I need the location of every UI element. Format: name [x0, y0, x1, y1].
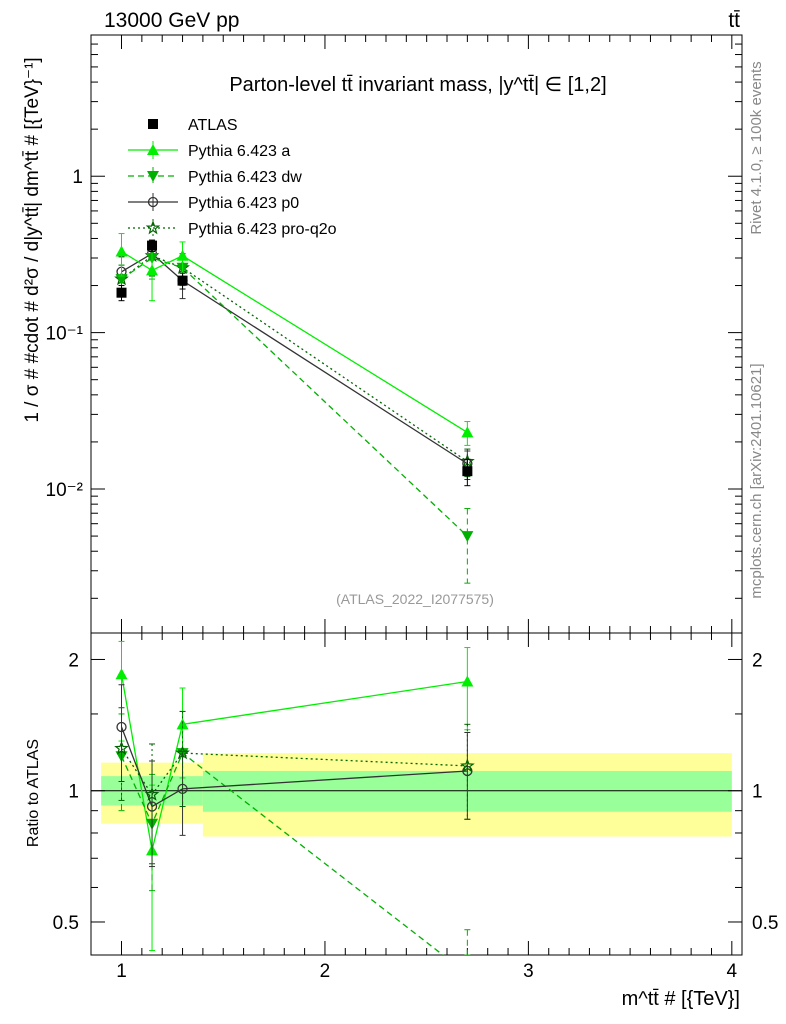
ratio-y-tick-label: 2 [68, 650, 79, 671]
x-tick-label: 3 [523, 961, 534, 982]
energy-label: 13000 GeV pp [104, 9, 239, 32]
legend-marker [147, 144, 159, 155]
ratio-y-tick-label: 1 [68, 782, 79, 803]
rivet-label: Rivet 4.1.0, ≥ 100k events [748, 61, 765, 234]
series-line-pythia-6-423-a [121, 250, 468, 433]
data-point [115, 245, 128, 257]
legend-marker [147, 171, 159, 182]
x-tick-label: 4 [727, 961, 738, 982]
ratio-bands [91, 753, 742, 837]
legend-label: Pythia 6.423 dw [188, 169, 302, 186]
legend-marker [147, 196, 159, 208]
legend-marker [148, 119, 158, 129]
legend-label: ATLAS [188, 117, 238, 134]
ratio-y-tick-label: 0.5 [53, 913, 79, 934]
ratio-series [114, 640, 475, 980]
legend-marker [145, 220, 161, 235]
analysis-watermark: (ATLAS_2022_I2077575) [336, 591, 494, 607]
data-point [461, 675, 474, 687]
legend: ATLAS Pythia 6.423 a Pythia 6.423 dw Pythia… [128, 117, 337, 238]
x-axis-label: m^tt̄ # [{TeV}] [622, 988, 740, 1010]
data-point [176, 249, 189, 261]
data-point [147, 240, 158, 251]
y-tick-label: 10⁻¹ [46, 324, 84, 345]
series-line-pythia-6-423-p0 [121, 252, 468, 465]
upper-series [114, 233, 475, 584]
ratio-y-tick-label-right: 1 [752, 782, 763, 803]
data-point [177, 275, 188, 286]
data-point [116, 287, 127, 298]
ratio-frame [90, 632, 743, 956]
data-point [175, 745, 190, 760]
axis-ticks: 10⁻² 10⁻¹ 1 0.5 0.5 1 1 2 2 1 2 3 4 [46, 34, 778, 982]
ratio-y-tick-label-right: 2 [752, 650, 763, 671]
legend-label: Pythia 6.423 p0 [188, 195, 299, 212]
series-line-pythia-6-423-dw [120, 752, 444, 955]
data-point [461, 531, 474, 543]
series-line-pythia-6-423-p0 [120, 726, 468, 808]
data-point [460, 758, 475, 773]
x-tick-label: 1 [116, 961, 127, 982]
series-line-pythia-6-423-pro-q2o [120, 748, 468, 796]
data-point [462, 466, 473, 477]
data-point [461, 426, 474, 438]
data-point [116, 721, 127, 733]
legend-label: Pythia 6.423 a [188, 143, 290, 160]
y-tick-label: 10⁻² [46, 480, 84, 501]
data-point [144, 786, 160, 801]
x-tick-label: 2 [320, 961, 331, 982]
mcplots-label: mcplots.cern.ch [arXiv:2401.10621] [748, 363, 765, 598]
y-axis-label: 1 / σ # #cdot # d²σ / d|y^tt̄| dm^tt̄ # … [22, 57, 43, 422]
data-point [146, 264, 159, 276]
plot-title: Parton-level tt̄ invariant mass, |y^tt̄|… [229, 74, 606, 96]
ratio-y-axis-label: Ratio to ATLAS [25, 739, 42, 847]
legend-label: Pythia 6.423 pro-q2o [188, 221, 337, 238]
data-point [114, 740, 129, 755]
ratio-y-tick-label-right: 0.5 [752, 913, 778, 934]
process-label: tt̄ [728, 9, 740, 32]
y-tick-label: 1 [72, 167, 83, 188]
data-point [461, 969, 473, 980]
series-line-pythia-6-423-dw [121, 257, 468, 537]
data-point [146, 801, 158, 812]
data-point [115, 668, 128, 680]
data-point [115, 274, 128, 286]
